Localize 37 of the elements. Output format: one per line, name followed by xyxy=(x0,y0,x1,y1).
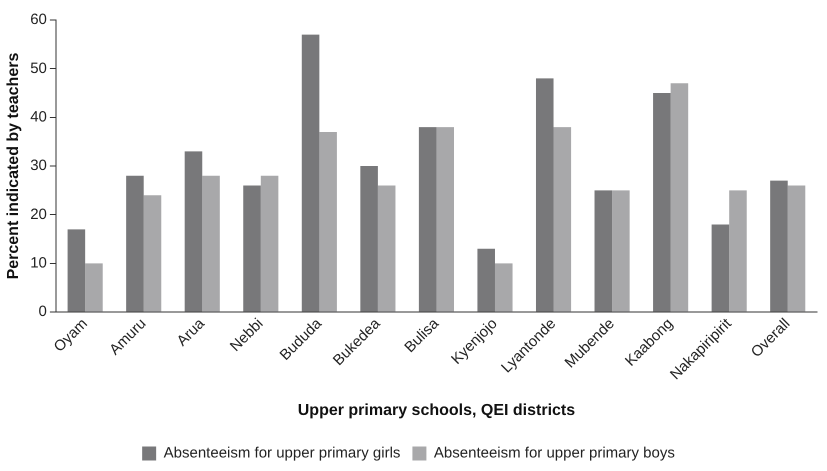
bar xyxy=(670,83,688,312)
bar xyxy=(436,127,454,312)
bar xyxy=(729,190,747,312)
bar xyxy=(494,263,513,312)
bar xyxy=(477,248,495,312)
bar xyxy=(302,34,320,312)
y-tick-label: 0 xyxy=(38,303,47,320)
bar xyxy=(319,132,337,312)
bar xyxy=(85,263,103,312)
bar xyxy=(788,186,806,312)
bar xyxy=(653,93,671,312)
bar xyxy=(360,166,378,312)
y-tick-label: 60 xyxy=(30,11,47,28)
y-axis-title: Percent indicated by teachers xyxy=(5,52,22,280)
bar xyxy=(536,78,554,312)
y-tick-label: 40 xyxy=(30,108,47,126)
bar xyxy=(144,195,162,312)
bar xyxy=(243,186,261,312)
y-tick-label: 10 xyxy=(30,254,47,272)
y-tick-label: 20 xyxy=(30,206,47,223)
legend-label: Absenteeism for upper primary boys xyxy=(434,444,675,462)
bar xyxy=(202,176,220,312)
y-tick-label: 50 xyxy=(30,60,47,77)
bar xyxy=(612,190,630,312)
bar xyxy=(712,224,730,312)
bar xyxy=(184,151,202,312)
bar xyxy=(126,176,144,312)
bar xyxy=(770,180,788,312)
bar xyxy=(378,186,396,312)
bar xyxy=(554,127,572,312)
bar xyxy=(418,127,436,312)
bar xyxy=(68,229,86,312)
y-tick-label: 30 xyxy=(30,157,47,174)
x-axis-title: Upper primary schools, QEI districts xyxy=(298,402,576,419)
bar xyxy=(594,190,612,312)
legend-label: Absenteeism for upper primary girls xyxy=(164,444,400,462)
bar xyxy=(260,176,278,312)
